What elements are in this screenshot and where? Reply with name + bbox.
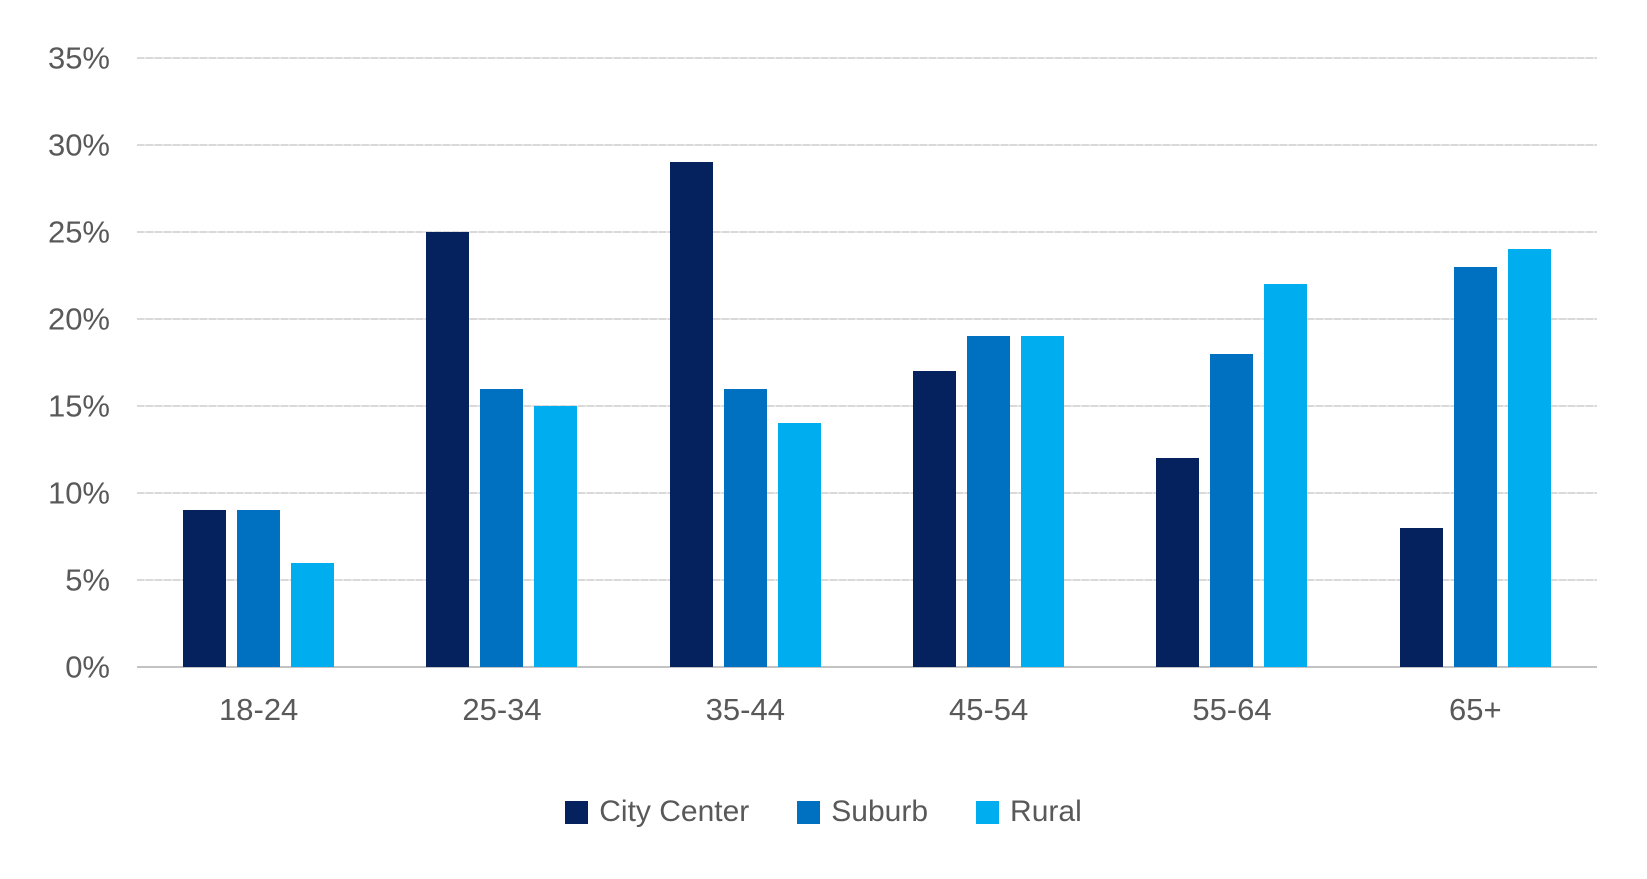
bar-group-45-54 <box>867 58 1110 667</box>
bar-city-center-45-54 <box>913 371 957 667</box>
bar-group-18-24 <box>137 58 380 667</box>
legend-label-rural: Rural <box>1010 795 1082 828</box>
bar-suburb-65- <box>1453 266 1497 667</box>
plot-area <box>137 57 1597 668</box>
bar-suburb-45-54 <box>967 336 1011 667</box>
y-tick-label-5: 5% <box>65 562 110 598</box>
gridline-20 <box>137 318 1597 320</box>
gridline-15 <box>137 405 1597 407</box>
bar-city-center-65- <box>1399 527 1443 667</box>
bar-city-center-35-44 <box>669 162 713 667</box>
bar-group-25-34 <box>380 58 623 667</box>
legend-swatch-rural <box>976 800 1000 824</box>
legend: City Center Suburb Rural <box>0 795 1647 829</box>
bar-rural-25-34 <box>534 406 578 667</box>
bar-city-center-55-64 <box>1156 458 1200 667</box>
gridline-5 <box>137 579 1597 581</box>
y-axis: 35% 30% 25% 20% 15% 10% 5% 0% <box>0 43 110 683</box>
bar-groups <box>137 58 1597 667</box>
gridline-10 <box>137 492 1597 494</box>
x-tick-label-55-64: 55-64 <box>1192 692 1272 727</box>
gridline-30 <box>137 144 1597 146</box>
gridline-0 <box>137 666 1597 668</box>
legend-item-city-center: City Center <box>565 795 749 829</box>
x-tick-label-25-34: 25-34 <box>462 692 542 727</box>
bar-rural-45-54 <box>1021 336 1065 667</box>
bar-suburb-35-44 <box>723 388 767 667</box>
y-tick-label-25: 25% <box>47 214 110 250</box>
x-tick-label-65-: 65+ <box>1449 692 1502 727</box>
legend-item-rural: Rural <box>976 795 1082 829</box>
bar-suburb-18-24 <box>237 510 281 667</box>
bar-group-35-44 <box>624 58 867 667</box>
legend-label-suburb: Suburb <box>831 795 929 828</box>
bar-suburb-55-64 <box>1210 353 1254 667</box>
bar-suburb-25-34 <box>480 388 524 667</box>
bar-city-center-18-24 <box>183 510 227 667</box>
x-tick-label-45-54: 45-54 <box>949 692 1029 727</box>
y-tick-label-0: 0% <box>65 649 110 685</box>
y-tick-label-30: 30% <box>47 127 110 163</box>
bar-rural-18-24 <box>291 562 335 667</box>
bar-group-55-64 <box>1110 58 1353 667</box>
y-tick-label-35: 35% <box>47 40 110 76</box>
legend-item-suburb: Suburb <box>797 795 928 829</box>
x-axis: 18-24 25-34 35-44 45-54 55-64 65+ <box>137 692 1597 728</box>
legend-swatch-city-center <box>565 800 589 824</box>
bar-city-center-25-34 <box>426 232 470 667</box>
gridline-25 <box>137 231 1597 233</box>
x-tick-label-35-44: 35-44 <box>705 692 785 727</box>
y-tick-label-20: 20% <box>47 301 110 337</box>
gridline-35 <box>137 57 1597 59</box>
legend-label-city-center: City Center <box>599 795 750 828</box>
y-tick-label-15: 15% <box>47 388 110 424</box>
bar-group-65- <box>1354 58 1597 667</box>
bar-rural-65- <box>1507 249 1551 667</box>
y-tick-label-10: 10% <box>47 475 110 511</box>
legend-swatch-suburb <box>797 800 821 824</box>
bar-rural-55-64 <box>1264 284 1308 667</box>
bar-rural-35-44 <box>777 423 821 667</box>
x-tick-label-18-24: 18-24 <box>219 692 299 727</box>
